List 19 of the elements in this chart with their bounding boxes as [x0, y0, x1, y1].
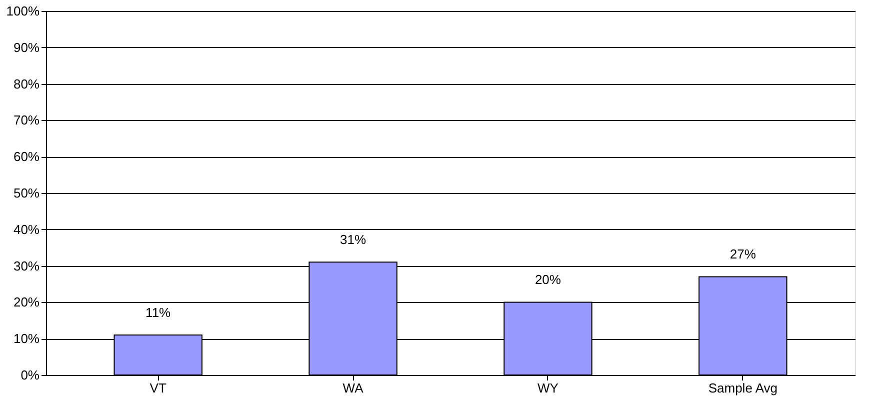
x-tick-label: Sample Avg [708, 380, 778, 396]
y-tick-label: 100% [6, 4, 40, 18]
y-tick-label: 0% [20, 368, 40, 382]
y-tick-label: 90% [13, 40, 40, 55]
x-tick-label: WA [342, 380, 364, 396]
y-tick-label: 50% [13, 186, 40, 200]
data-label: 27% [730, 246, 756, 262]
y-tick-label: 60% [13, 149, 40, 164]
y-tick-label: 70% [13, 112, 40, 128]
y-tick-label: 10% [13, 331, 40, 346]
y-tick-label: 20% [13, 294, 40, 310]
data-label: 31% [340, 232, 366, 248]
x-tick-label: WY [537, 380, 559, 396]
x-tick-label: VT [150, 380, 166, 396]
y-tick-label: 30% [13, 258, 40, 274]
y-tick-label: 40% [13, 222, 40, 237]
y-tick-label: 80% [13, 76, 40, 92]
data-label: 20% [534, 272, 562, 288]
data-label: 11% [146, 304, 172, 320]
